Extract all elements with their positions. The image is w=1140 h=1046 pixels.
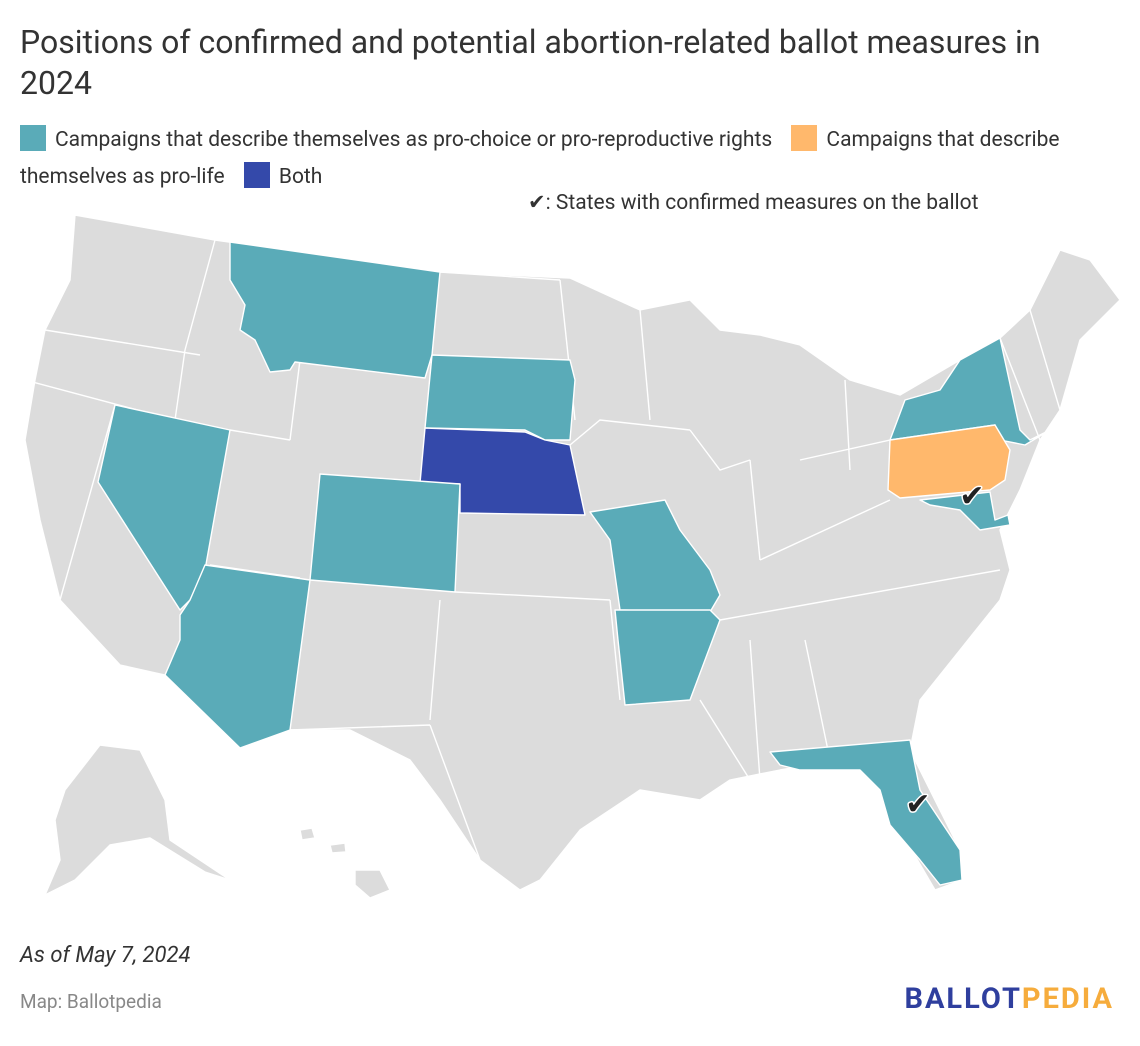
- hawaii: [329, 842, 347, 854]
- map: ✔ ✔: [24, 214, 1121, 899]
- legend: Campaigns that describe themselves as pr…: [20, 122, 1120, 196]
- logo-part: PEDIA: [1021, 982, 1114, 1016]
- legend-swatch: [20, 125, 46, 151]
- legend-label: Both: [278, 165, 323, 189]
- checkmark-note: ✔: States with confirmed measures on the…: [528, 190, 979, 215]
- base-map: [24, 214, 1121, 899]
- legend-label: Campaigns that describe themselves as pr…: [55, 128, 773, 152]
- title: Positions of confirmed and potential abo…: [20, 23, 1041, 102]
- legend-swatch: [791, 125, 818, 151]
- state: [589, 499, 721, 613]
- state: [769, 739, 963, 886]
- checkmark-marker: ✔: [905, 787, 930, 822]
- logo-part: BALLOT: [904, 982, 1022, 1016]
- state: [309, 473, 461, 593]
- legend-swatch: [243, 162, 270, 188]
- colored-states: [97, 241, 1051, 886]
- logo: BALLOTPEDIA: [904, 982, 1114, 1016]
- alaska: [44, 744, 231, 896]
- legend-item: Both: [243, 162, 323, 189]
- state: [919, 491, 1011, 531]
- legend-item: Campaigns that describe themselves as pr…: [20, 125, 1060, 189]
- checkmark-marker: ✔: [959, 479, 984, 514]
- checkmark-label: : States with confirmed measures on the …: [545, 191, 979, 215]
- state: [164, 564, 311, 749]
- checkmark-symbol: ✔: [528, 191, 546, 215]
- hawaii: [354, 869, 391, 899]
- state: [424, 354, 576, 441]
- legend-item: Campaigns that describe themselves as pr…: [20, 125, 773, 152]
- state: [614, 609, 721, 706]
- state: [887, 424, 1011, 499]
- state: [229, 241, 441, 379]
- note: As of May 7, 2024: [20, 943, 191, 968]
- hawaii: [299, 827, 316, 841]
- legend-label: Campaigns that describe themselves as pr…: [20, 128, 1060, 189]
- source: Map: Ballotpedia: [20, 990, 162, 1013]
